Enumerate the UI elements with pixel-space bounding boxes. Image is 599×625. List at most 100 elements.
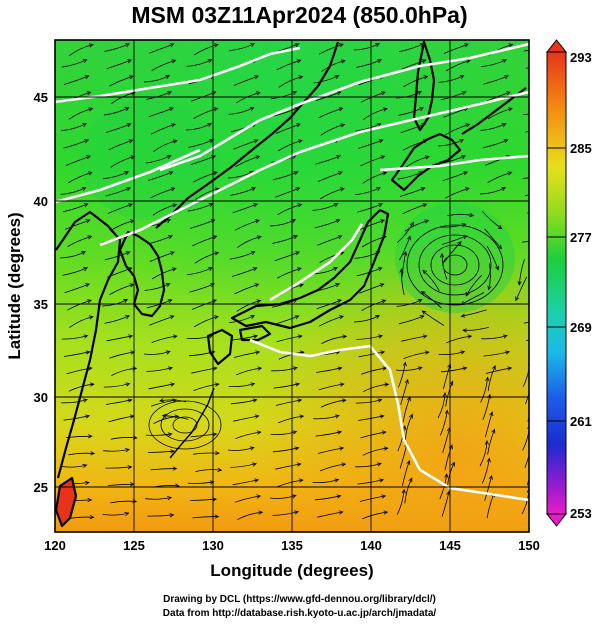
streamline (440, 367, 467, 373)
streamline (233, 351, 260, 358)
streamline-arrow (460, 313, 466, 318)
streamline (146, 367, 173, 372)
streamline-arrow (508, 107, 513, 112)
streamline (269, 495, 297, 499)
streamline-arrow (256, 494, 262, 499)
streamline-arrow (381, 91, 386, 96)
streamline (188, 351, 215, 357)
streamline-arrow (294, 510, 299, 515)
streamline (106, 399, 132, 405)
streamline-arrow (489, 411, 494, 417)
streamline-arrow (125, 315, 131, 320)
streamline (234, 219, 260, 231)
streamline-arrow (296, 123, 301, 128)
streamline-arrow (501, 123, 507, 128)
streamline (103, 383, 130, 388)
streamline-arrow (495, 265, 499, 271)
map-title: MSM 03Z11Apr2024 (850.0hPa) (131, 2, 468, 28)
streamline (151, 335, 177, 343)
streamline (355, 463, 382, 468)
streamline-arrow (172, 334, 178, 339)
streamline (277, 204, 302, 215)
streamline (356, 335, 383, 340)
streamline-arrow (170, 449, 176, 454)
streamline (66, 299, 92, 311)
streamline (526, 477, 529, 486)
streamline-arrow (214, 382, 220, 387)
streamline-arrow (417, 91, 423, 96)
streamline (402, 460, 410, 486)
x-tick-label: 150 (518, 538, 540, 553)
streamline (149, 315, 174, 326)
shikoku-coastline (238, 324, 272, 342)
streamline (487, 429, 495, 455)
streamline-arrow (252, 398, 258, 403)
streamline-arrow (295, 187, 301, 192)
streamline-arrow (172, 466, 178, 471)
streamline (68, 108, 93, 120)
streamline-arrow (292, 430, 298, 435)
streamline-arrow (515, 296, 520, 302)
streamline-arrow (171, 59, 177, 64)
streamline (231, 267, 257, 277)
streamline-arrow (382, 366, 388, 371)
streamline (145, 433, 172, 436)
streamline (269, 219, 296, 227)
streamline (228, 107, 254, 115)
streamline-arrow (254, 283, 260, 288)
streamline (235, 431, 261, 439)
streamline-arrow (461, 91, 467, 96)
streamline-arrow (333, 203, 339, 208)
streamline (273, 107, 299, 117)
streamline (487, 108, 513, 120)
streamline-arrow (165, 350, 171, 355)
streamline-arrow (212, 497, 218, 502)
streamline (515, 276, 528, 301)
streamline-arrow (377, 59, 383, 64)
streamline-arrow (530, 443, 533, 447)
streamline (61, 59, 87, 68)
streamline (312, 479, 339, 484)
sakhalin-coastline (412, 40, 436, 132)
streamline (439, 223, 466, 228)
streamline (321, 335, 347, 344)
streamline (145, 155, 171, 164)
streamline-arrow (207, 123, 213, 128)
streamline-arrow (502, 59, 508, 64)
streamline-arrow (165, 75, 171, 80)
streamline (430, 244, 480, 286)
streamline-arrow (171, 123, 176, 128)
streamline-arrow (335, 219, 341, 224)
streamline (110, 156, 135, 168)
streamline (530, 414, 537, 439)
streamline-arrow (214, 514, 220, 519)
streamline (227, 447, 255, 451)
streamline (481, 59, 507, 68)
streamline (362, 511, 388, 520)
streamline-arrow (125, 382, 131, 387)
streamline-arrow (215, 450, 220, 456)
streamline-arrow (84, 480, 90, 486)
streamline-arrow (439, 252, 445, 258)
streamline (148, 400, 222, 450)
streamline-arrow (379, 414, 385, 419)
streamline (320, 463, 346, 472)
streamline (317, 447, 344, 454)
streamline (66, 367, 92, 375)
streamline (233, 139, 258, 150)
streamline-arrow (530, 379, 533, 383)
streamline (404, 478, 413, 504)
streamline (271, 91, 297, 100)
streamline-arrow (166, 219, 172, 224)
streamline (486, 245, 499, 270)
streamline-arrow (375, 43, 381, 48)
streamline (187, 481, 214, 484)
streamline (357, 139, 383, 149)
streamline-arrow (90, 451, 96, 456)
streamline-arrow (383, 446, 389, 451)
streamline (399, 187, 425, 197)
streamline (276, 267, 302, 279)
streamline-arrow (212, 235, 218, 240)
streamline-arrow (336, 91, 342, 96)
streamline-arrow (484, 439, 489, 445)
